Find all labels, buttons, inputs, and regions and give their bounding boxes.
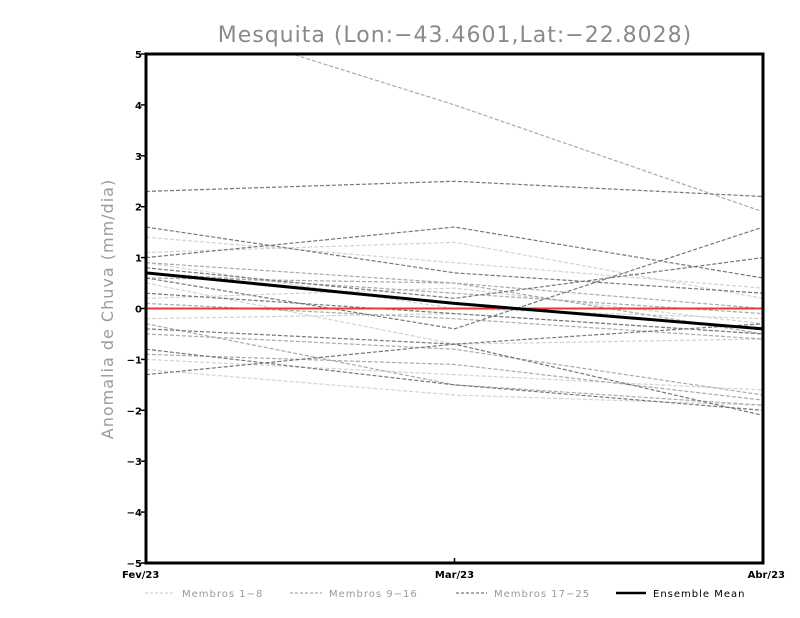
plot-frame — [144, 52, 765, 565]
member-line — [146, 323, 763, 406]
member-line — [146, 323, 763, 376]
chart-title: Mesquita (Lon:−43.4601,Lat:−22.8028) — [218, 23, 693, 48]
y-tick-label: −3 — [127, 457, 142, 468]
member-line — [146, 328, 763, 416]
x-tick-label: Mar/23 — [435, 570, 474, 581]
member-line — [146, 226, 763, 330]
legend-label: Membros 17−25 — [494, 589, 590, 600]
y-axis-label: Anomalia de Chuva (mm/dia) — [98, 179, 117, 439]
member-line — [146, 226, 763, 279]
member-line — [146, 236, 763, 289]
y-tick-label: 1 — [135, 254, 142, 265]
member-line — [146, 333, 763, 396]
ensemble-mean-line — [145, 271, 764, 331]
member-line — [290, 54, 763, 213]
x-tick-label: Abr/23 — [748, 570, 785, 581]
member-line — [146, 226, 763, 294]
member-line — [146, 368, 763, 406]
legend-label: Membros 1−8 — [182, 589, 263, 600]
y-tick-label: 2 — [135, 203, 142, 214]
member-line — [146, 257, 763, 299]
y-tick-label: 3 — [135, 152, 142, 163]
member-line — [146, 180, 763, 198]
y-tick-label: −4 — [127, 508, 142, 519]
member-line — [146, 312, 763, 335]
member-line — [146, 348, 763, 411]
member-line — [146, 277, 763, 310]
member-line — [146, 262, 763, 320]
y-tick-label: 0 — [135, 305, 142, 316]
member-line — [146, 353, 763, 401]
member-line — [146, 262, 763, 335]
y-tick-label: −1 — [127, 355, 142, 366]
legend-label: Ensemble Mean — [653, 589, 745, 600]
y-tick-label: 4 — [135, 101, 142, 112]
x-tick-label: Fev/23 — [122, 570, 159, 581]
y-tick-label: −2 — [127, 406, 142, 417]
member-line — [146, 292, 763, 335]
y-tick-label: 5 — [135, 50, 142, 61]
member-line — [146, 241, 763, 299]
legend-label: Membros 9−16 — [329, 589, 418, 600]
y-tick-label: −5 — [127, 559, 142, 570]
